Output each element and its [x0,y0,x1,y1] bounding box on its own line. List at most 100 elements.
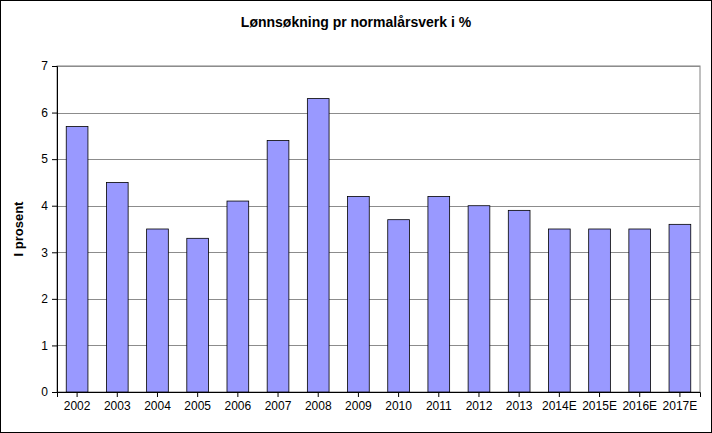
y-tick: 6 [41,106,57,120]
x-tick: 2008 [305,392,332,413]
x-tick-label: 2016E [622,399,657,413]
bar [468,206,490,392]
y-tick-mark [52,252,57,253]
x-tick-mark [679,392,680,397]
x-tick-mark [278,392,279,397]
x-tick-mark [237,392,238,397]
x-tick: 2006 [224,392,251,413]
y-tick: 1 [41,339,57,353]
x-axis-line [58,393,701,398]
x-tick: 2007 [265,392,292,413]
y-tick-label: 2 [41,292,48,306]
chart-frame [1,1,712,433]
x-tick-label: 2015E [582,399,617,413]
x-tick: 2012 [466,392,493,413]
y-tick: 4 [41,199,57,213]
y-tick-label: 7 [41,59,48,73]
x-tick-mark [197,392,198,397]
x-tick-label: 2013 [506,399,533,413]
x-tick: 2015E [582,392,617,413]
x-tick-mark [559,392,560,397]
x-tick: 2013 [506,392,533,413]
bar [66,127,88,392]
x-axis: 2002 2003 2004 2005 2006 2007 2008 2009 2010 2011… [58,392,701,413]
x-tick-label: 2010 [385,399,412,413]
x-tick-mark [639,392,640,397]
bar [348,196,370,392]
bar [388,220,410,392]
x-tick: 2011 [426,392,452,413]
plot-frame [57,66,700,392]
x-tick-mark [599,392,600,397]
bar [307,99,329,392]
bars [66,99,691,392]
y-tick-mark [52,66,57,67]
x-tick: 2005 [184,392,211,413]
x-tick-mark [438,392,439,397]
x-tick-label: 2014E [542,399,577,413]
x-tick-label: 2007 [265,399,292,413]
x-tick-label: 2002 [64,399,91,413]
y-axis-line [52,67,58,393]
grid-line [57,113,700,114]
y-tick-mark [52,113,57,114]
y-tick-mark [52,392,57,393]
x-tick-mark [157,392,158,397]
chart-title: Lønnsøkning pr normalårsverk i % [241,14,472,30]
x-tick-mark [478,392,479,397]
x-tick-label: 2003 [104,399,131,413]
x-tick-label: 2009 [345,399,372,413]
grid-line [57,159,700,160]
grid [57,67,700,393]
x-tick: 2004 [144,392,171,413]
x-tick-label: 2004 [144,399,171,413]
grid-line [57,66,700,67]
y-tick: 2 [41,292,57,306]
y-tick-label: 6 [41,106,48,120]
x-tick-mark [117,392,118,397]
x-tick-label: 2017E [663,399,698,413]
y-tick: 3 [41,246,57,260]
bar [589,229,611,392]
y-tick-label: 0 [41,385,48,399]
bar [548,229,570,392]
x-tick-label: 2006 [224,399,251,413]
y-tick: 0 [41,385,57,399]
y-tick-label: 4 [41,199,48,213]
x-tick-label: 2008 [305,399,332,413]
x-tick-mark [398,392,399,397]
x-tick-label: 2012 [466,399,493,413]
y-tick-mark [52,159,57,160]
x-tick: 2010 [385,392,412,413]
grid-line [57,206,700,207]
y-tick-mark [52,345,57,346]
bar [267,141,289,392]
y-tick: 5 [41,152,57,166]
x-tick: 2002 [64,392,91,413]
x-tick-mark [318,392,319,397]
x-tick: 2016E [622,392,657,413]
x-tick: 2009 [345,392,372,413]
y-axis-title: I prosent [11,201,26,257]
bar [187,238,209,392]
x-tick-label: 2005 [184,399,211,413]
x-tick-mark [77,392,78,397]
y-axis: 0 1 2 3 4 5 6 7 [41,59,57,399]
y-tick-mark [52,206,57,207]
x-tick: 2017E [663,392,698,413]
bar [669,224,691,392]
y-tick-mark [52,299,57,300]
x-tick-label: 2011 [426,399,452,413]
x-tick: 2014E [542,392,577,413]
y-tick: 7 [41,59,57,73]
bar [508,210,530,392]
bar [227,201,249,392]
bar [106,182,128,392]
x-tick-mark [519,392,520,397]
bar [629,229,651,392]
x-tick-mark [358,392,359,397]
bar [428,196,450,392]
bar [147,229,169,392]
y-tick-label: 1 [41,339,48,353]
plot-area: 0 1 2 3 4 5 6 7 2002 2003 2004 2005 2006 2007 2008 2009… [41,59,700,412]
